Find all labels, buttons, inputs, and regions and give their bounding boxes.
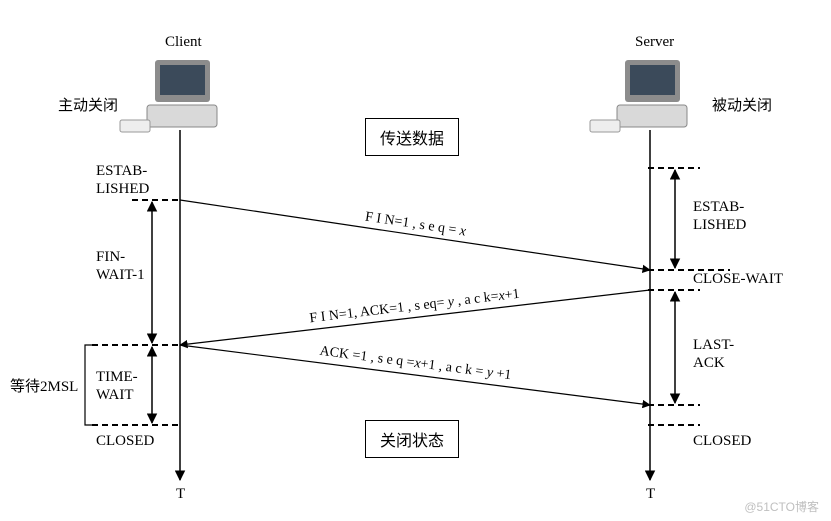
client-state-timewait: TIME- WAIT (96, 368, 138, 404)
client-state-closed: CLOSED (96, 432, 154, 450)
server-title: Server (635, 34, 674, 51)
server-state-established: ESTAB- LISHED (693, 198, 746, 234)
client-title: Client (165, 34, 202, 51)
client-state-established: ESTAB- LISHED (96, 162, 149, 198)
watermark: @51CTO博客 (744, 498, 819, 515)
client-computer-icon (120, 60, 217, 132)
client-state-finwait1: FIN- WAIT-1 (96, 248, 145, 284)
segment-3-label: ACK =1 , s e q =x+1 , a c k = y +1 (319, 344, 512, 383)
client-role-label: 主动关闭 (58, 94, 118, 115)
server-computer-icon (590, 60, 687, 132)
wait-2msl-label: 等待2MSL (10, 378, 78, 396)
segment-1 (180, 200, 650, 270)
server-axis-T: T (646, 486, 655, 503)
segment-3 (180, 345, 650, 405)
server-state-closewait: CLOSE-WAIT (693, 270, 783, 288)
segment-2-label: F I N=1, ACK=1 , s eq= y , a c k=x+1 (309, 287, 521, 327)
client-axis-T: T (176, 486, 185, 503)
transfer-data-box: 传送数据 (365, 118, 459, 156)
server-state-lastack: LAST- ACK (693, 336, 734, 372)
server-role-label: 被动关闭 (712, 94, 772, 115)
tcp-close-diagram: F I N=1 , s e q = x F I N=1, ACK=1 , s e… (0, 0, 831, 521)
closed-state-box: 关闭状态 (365, 420, 459, 458)
server-state-closed: CLOSED (693, 432, 751, 450)
